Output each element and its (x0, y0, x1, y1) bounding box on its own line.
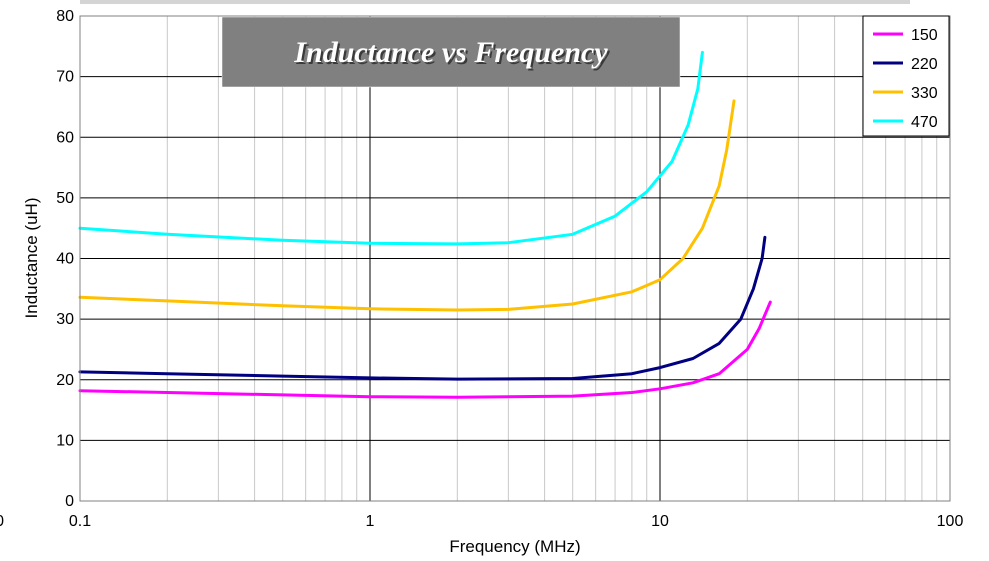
top-edge-strip (80, 0, 910, 4)
series-line-470 (78, 50, 704, 246)
legend-label-220: 220 (911, 56, 938, 73)
y-tick-label: 40 (56, 251, 74, 268)
left-edge-label: 0 (0, 513, 4, 530)
chart-title-box: Inductance vs Frequency Inductance vs Fr… (221, 16, 681, 88)
x-tick-label: 1 (366, 513, 375, 530)
chart-title: Inductance vs Frequency (293, 36, 608, 69)
y-tick-label: 10 (56, 432, 74, 449)
legend-label-330: 330 (911, 85, 938, 102)
plot-frame (79, 15, 951, 502)
y-tick-label: 60 (56, 129, 74, 146)
legend-label-150: 150 (911, 27, 938, 44)
chart-title-shadow: Inductance vs Frequency (295, 38, 610, 71)
y-tick-label: 50 (56, 190, 74, 207)
y-tick-label: 70 (56, 69, 74, 86)
x-axis-label: Frequency (MHz) (449, 537, 580, 556)
series-layer (78, 50, 772, 399)
legend: 150 220 330 470 (862, 15, 950, 137)
y-tick-label: 30 (56, 311, 74, 328)
x-tick-label: 0.1 (69, 513, 91, 530)
y-tick-label: 0 (65, 493, 74, 510)
y-axis-label: Inductance (uH) (22, 198, 41, 319)
x-tick-label: 10 (651, 513, 669, 530)
series-line-330 (78, 99, 736, 312)
series-line-150 (78, 300, 772, 399)
y-tick-label: 80 (56, 8, 74, 25)
x-tick-labels: 0.1 1 10 100 (69, 513, 964, 530)
series-line-220 (78, 235, 767, 381)
x-tick-label: 100 (937, 513, 964, 530)
y-tick-label: 20 (56, 372, 74, 389)
legend-label-470: 470 (911, 114, 938, 131)
y-tick-labels: 0 10 20 30 40 50 60 70 80 (56, 8, 74, 510)
